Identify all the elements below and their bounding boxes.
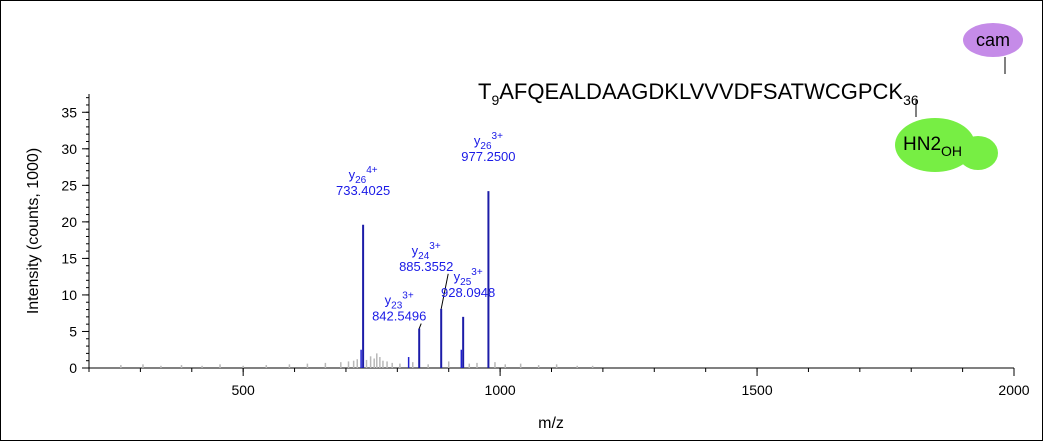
ion-label: y243+ <box>412 241 441 262</box>
ion-type: y <box>454 269 461 284</box>
y-tick-label: 35 <box>61 104 77 120</box>
ion-charge: 3+ <box>402 291 414 302</box>
ion-index: 24 <box>418 251 430 262</box>
ion-type: y <box>385 293 392 308</box>
y-tick-label: 20 <box>61 214 77 230</box>
index: 9 <box>491 92 499 108</box>
peptide: cam HN2OH T9AFQEALDAAGDKLVVVDFSATWCGPCK3… <box>478 23 1023 172</box>
residue: T <box>478 79 491 104</box>
ion-index: 26 <box>480 141 492 152</box>
ion-label: y264+ <box>349 165 378 186</box>
y-tick-label: 30 <box>61 141 77 157</box>
x-tick-label: 1500 <box>741 382 772 398</box>
cam-blob <box>963 23 1023 57</box>
mz-label: 842.5496 <box>372 309 426 324</box>
hn2-blob <box>895 118 975 172</box>
x-tick-label: 2000 <box>998 382 1029 398</box>
index: 36 <box>903 92 919 108</box>
ion-index: 23 <box>391 301 403 312</box>
ion-charge: 3+ <box>471 267 483 278</box>
y-tick-label: 25 <box>61 177 77 193</box>
mz-label: 977.2500 <box>461 149 515 164</box>
mz-label: 885.3552 <box>399 259 453 274</box>
ion-label: y253+ <box>454 267 483 288</box>
y-tick-label: 0 <box>69 360 77 376</box>
mod-sub: OH <box>941 143 962 159</box>
mz-label: 928.0948 <box>441 285 495 300</box>
ion-index: 25 <box>460 277 472 288</box>
ion-type: y <box>474 133 481 148</box>
leader <box>440 273 449 309</box>
x-tick-label: 500 <box>231 382 255 398</box>
y-tick-label: 15 <box>61 250 77 266</box>
ion-charge: 3+ <box>492 131 504 142</box>
y-tick-label: 10 <box>61 287 77 303</box>
ion-charge: 3+ <box>429 241 441 252</box>
mz-label: 733.4025 <box>336 183 390 198</box>
y-axis-label: Intensity (counts, 1000) <box>25 148 42 314</box>
hn2-blob <box>958 136 998 170</box>
ion-index: 26 <box>355 175 367 186</box>
ion-type: y <box>412 243 419 258</box>
leader <box>418 323 422 329</box>
sequence: AFQEALDAAGDKLVVVDFSATWCGPCK <box>499 79 903 104</box>
ion-charge: 4+ <box>366 165 378 176</box>
modification: HN2OH <box>903 134 962 159</box>
ion-label: y233+ <box>385 291 414 312</box>
y-tick-label: 5 <box>69 323 77 339</box>
peptide-sequence: T9AFQEALDAAGDKLVVVDFSATWCGPCK36 <box>478 79 919 108</box>
x-tick-label: 1000 <box>485 382 516 398</box>
ion-label: y263+ <box>474 131 503 152</box>
modification: cam <box>976 30 1010 50</box>
ion-type: y <box>349 167 356 182</box>
mod-name: HN2 <box>903 134 941 155</box>
x-axis-label: m/z <box>538 415 564 432</box>
